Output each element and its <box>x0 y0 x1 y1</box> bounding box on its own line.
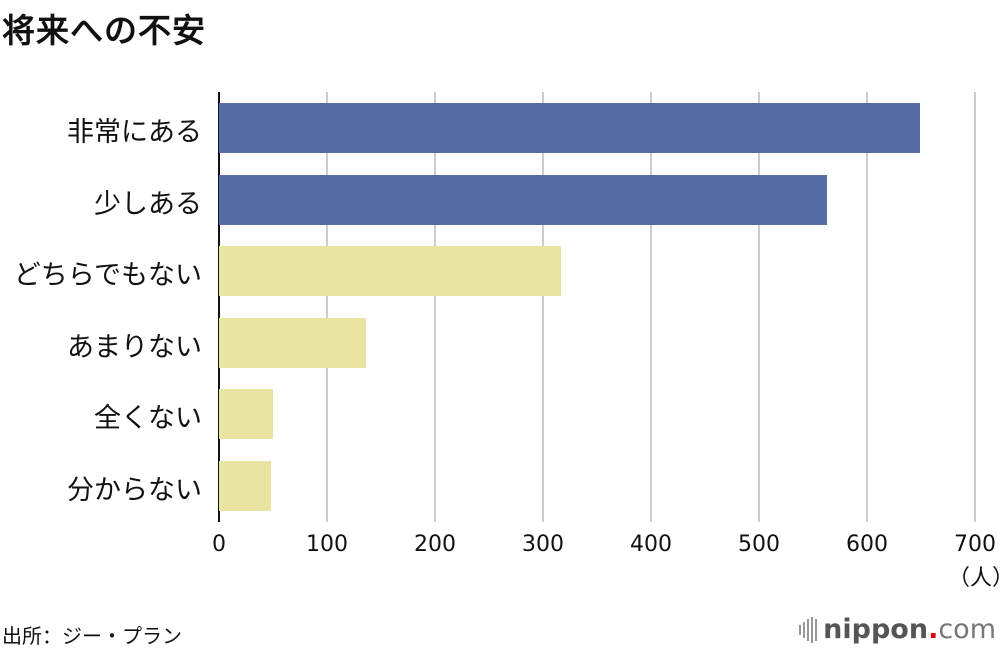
x-tick-label: 400 <box>630 532 672 557</box>
gridline <box>758 92 760 522</box>
x-tick-label: 200 <box>414 532 456 557</box>
gridline <box>974 92 976 522</box>
chart-title: 将来への不安 <box>2 11 206 50</box>
source-note: 出所：ジー・プラン <box>2 624 182 648</box>
x-tick-label: 100 <box>306 532 348 557</box>
x-tick-label: 600 <box>846 532 888 557</box>
category-label: 非常にある <box>67 117 202 148</box>
bar <box>219 318 366 368</box>
category-label: 少しある <box>94 189 202 220</box>
x-tick-label: 500 <box>738 532 780 557</box>
bar <box>219 103 920 153</box>
bar <box>219 461 271 511</box>
gridline <box>434 92 436 522</box>
bar <box>219 389 273 439</box>
gridline <box>650 92 652 522</box>
plot-area <box>218 92 979 522</box>
y-axis-line <box>218 92 220 522</box>
bar <box>219 246 562 296</box>
nippon-logo: nippon. com <box>799 614 996 645</box>
x-axis-unit: （人） <box>948 566 1000 591</box>
gridline <box>866 92 868 522</box>
category-label: どちらでもない <box>13 260 202 291</box>
category-label: 分からない <box>67 475 202 506</box>
x-tick-label: 300 <box>522 532 564 557</box>
category-label: あまりない <box>67 332 202 363</box>
gridline <box>542 92 544 522</box>
logo-bars-icon <box>799 616 818 643</box>
gridline <box>326 92 328 522</box>
x-tick-label: 700 <box>954 532 996 557</box>
x-tick-label: 0 <box>212 532 226 557</box>
bar <box>219 175 828 225</box>
category-label: 全くない <box>94 403 202 434</box>
